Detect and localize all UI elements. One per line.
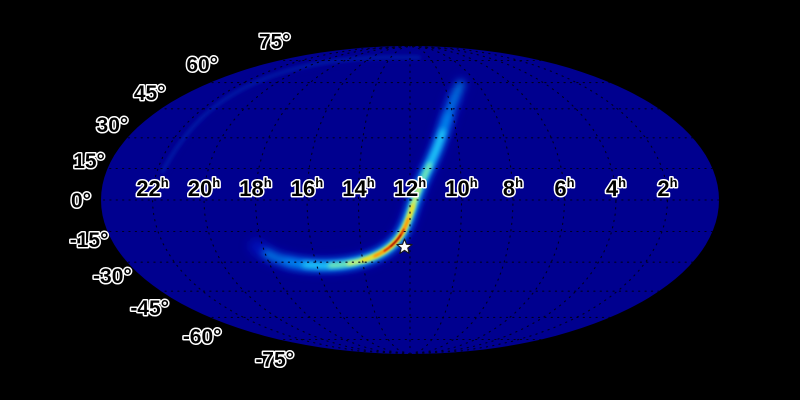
svg-text:0°: 0° xyxy=(71,190,91,213)
svg-text:60°: 60° xyxy=(186,54,218,77)
svg-text:-15°: -15° xyxy=(70,229,109,252)
svg-text:15°: 15° xyxy=(73,150,105,173)
svg-text:-60°: -60° xyxy=(183,325,222,348)
svg-text:30°: 30° xyxy=(97,114,129,137)
svg-text:-45°: -45° xyxy=(130,297,169,320)
svg-text:-75°: -75° xyxy=(255,349,294,372)
svg-text:-30°: -30° xyxy=(93,265,132,288)
svg-text:45°: 45° xyxy=(134,82,166,105)
svg-text:75°: 75° xyxy=(259,31,291,54)
